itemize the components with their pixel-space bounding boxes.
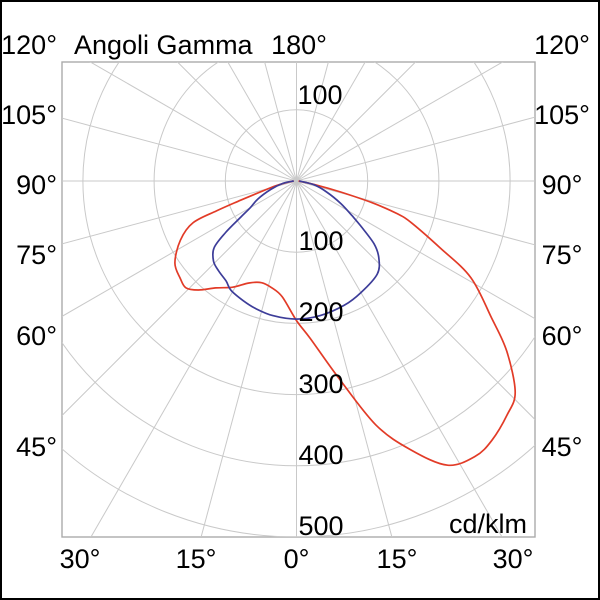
gamma-label-bottom-15: 15° [376, 544, 418, 574]
gamma-ray [296, 62, 366, 182]
gamma-label-bottom--15: 15° [175, 544, 217, 574]
gamma-label-bottom--30: 30° [59, 544, 101, 574]
gamma-label-right-75: 75° [541, 240, 583, 271]
gamma-label-left-60: 60° [16, 321, 57, 352]
gamma-ray [296, 180, 535, 246]
gamma-label-left-105: 105° [1, 99, 57, 130]
gamma-ray [296, 116, 535, 182]
gamma-label-left-90: 90° [16, 170, 57, 200]
unit-label: cd/klm [448, 509, 528, 539]
ring-label-above-100: 100 [297, 80, 343, 110]
chart-title: Angoli Gamma [74, 30, 253, 60]
gamma-ray [296, 62, 329, 182]
ring-label-500: 500 [298, 511, 344, 541]
gamma-ray [227, 62, 297, 182]
radial-ring [153, 62, 440, 324]
gamma-ray [176, 62, 297, 182]
radial-ring [62, 335, 535, 467]
intensity-curve-blue [211, 180, 381, 320]
top-axis-label-180: 180° [271, 30, 327, 60]
gamma-ray [296, 180, 393, 537]
gamma-label-right-120: 120° [534, 30, 590, 60]
radial-ring [224, 109, 369, 253]
gamma-label-left-120: 120° [1, 30, 57, 60]
gamma-ray [296, 62, 504, 182]
gamma-ray [296, 180, 535, 320]
gamma-ray [90, 180, 297, 537]
gamma-ray [62, 117, 297, 182]
ring-label-300: 300 [298, 368, 344, 399]
gamma-ray [264, 62, 297, 182]
gamma-ray [62, 180, 297, 245]
radial-ring [82, 62, 511, 396]
ring-label-200: 200 [298, 297, 344, 328]
gamma-label-left-45: 45° [16, 432, 57, 462]
gamma-label-right-45: 45° [541, 432, 583, 462]
gamma-label-right-90: 90° [541, 170, 583, 200]
ring-label-400: 400 [298, 439, 344, 470]
gamma-label-left-75: 75° [16, 240, 57, 271]
gamma-ray [62, 180, 297, 317]
gamma-ray [296, 62, 417, 182]
gamma-label-bottom-0: 0° [283, 544, 310, 574]
gamma-ray [296, 180, 503, 537]
gamma-ray [200, 180, 297, 537]
ring-label-100: 100 [298, 226, 344, 257]
gamma-ray [89, 62, 297, 182]
gamma-label-right-105: 105° [534, 99, 590, 130]
intensity-curve-red [174, 180, 517, 467]
gamma-label-bottom-30: 30° [492, 544, 534, 574]
gamma-label-right-60: 60° [541, 321, 583, 352]
